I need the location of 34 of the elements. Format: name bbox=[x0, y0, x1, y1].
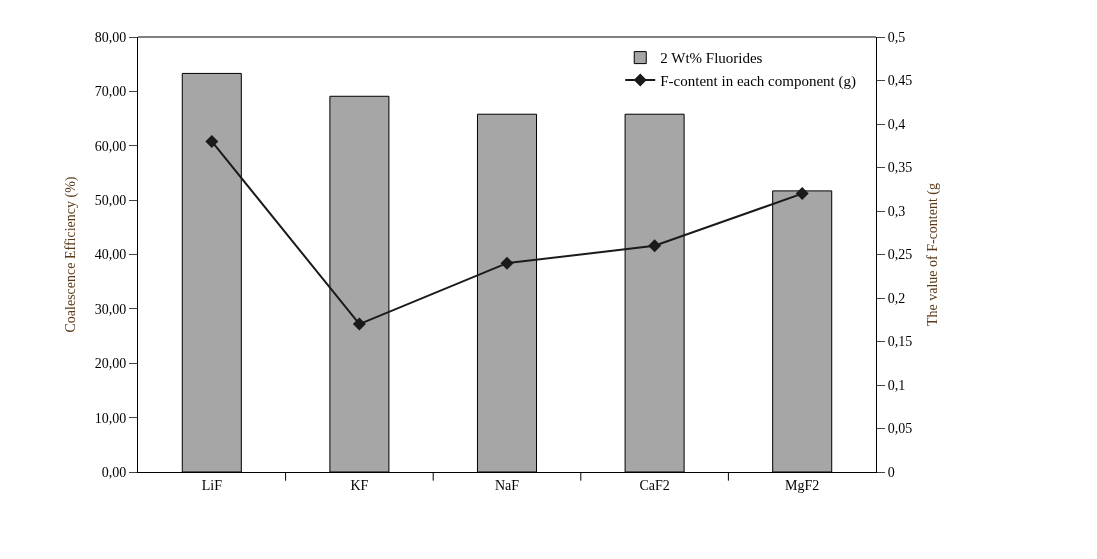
point bbox=[795, 187, 809, 201]
x-tick-label: CaF2 bbox=[639, 477, 670, 493]
x-tick-label: NaF bbox=[494, 477, 520, 493]
y-tick-label: 40,00 bbox=[94, 247, 127, 263]
y2-tick-label: 0 bbox=[887, 464, 895, 480]
x-tick-label: LiF bbox=[201, 477, 223, 493]
point bbox=[648, 239, 662, 253]
legend-label: 2 Wt% Fluorides bbox=[660, 50, 763, 67]
y2-tick-label: 0,45 bbox=[887, 73, 913, 89]
y-tick-label: 60,00 bbox=[94, 138, 127, 154]
y2-tick-label: 0,15 bbox=[887, 334, 913, 350]
y-tick-label: 70,00 bbox=[94, 84, 127, 100]
x-tick-label: KF bbox=[350, 477, 369, 493]
y-tick-label: 50,00 bbox=[94, 193, 127, 209]
y-tick-label: 20,00 bbox=[94, 356, 127, 372]
y-tick-label: 80,00 bbox=[94, 29, 127, 45]
y-axis-title: Coalescence Efficiency (%) bbox=[63, 176, 80, 333]
point bbox=[352, 317, 366, 331]
y-tick-label: 30,00 bbox=[94, 301, 127, 317]
y2-tick-label: 0,1 bbox=[887, 377, 906, 393]
y-tick-label: 10,00 bbox=[94, 410, 127, 426]
y2-tick-label: 0,4 bbox=[887, 116, 906, 132]
y2-tick-label: 0,35 bbox=[887, 160, 913, 176]
y2-axis-title: The value of F-content (g bbox=[924, 182, 941, 327]
legend-label: F-content in each component (g) bbox=[660, 72, 857, 90]
y2-tick-label: 0,25 bbox=[887, 247, 913, 263]
y2-tick-label: 0,2 bbox=[887, 290, 906, 306]
x-tick-label: MgF2 bbox=[785, 477, 820, 493]
y2-tick-label: 0,05 bbox=[887, 421, 913, 437]
point bbox=[500, 256, 514, 270]
y2-tick-label: 0,3 bbox=[887, 203, 906, 219]
y-tick-label: 0,00 bbox=[101, 464, 127, 480]
point bbox=[205, 134, 219, 148]
y2-tick-label: 0,5 bbox=[887, 29, 906, 45]
